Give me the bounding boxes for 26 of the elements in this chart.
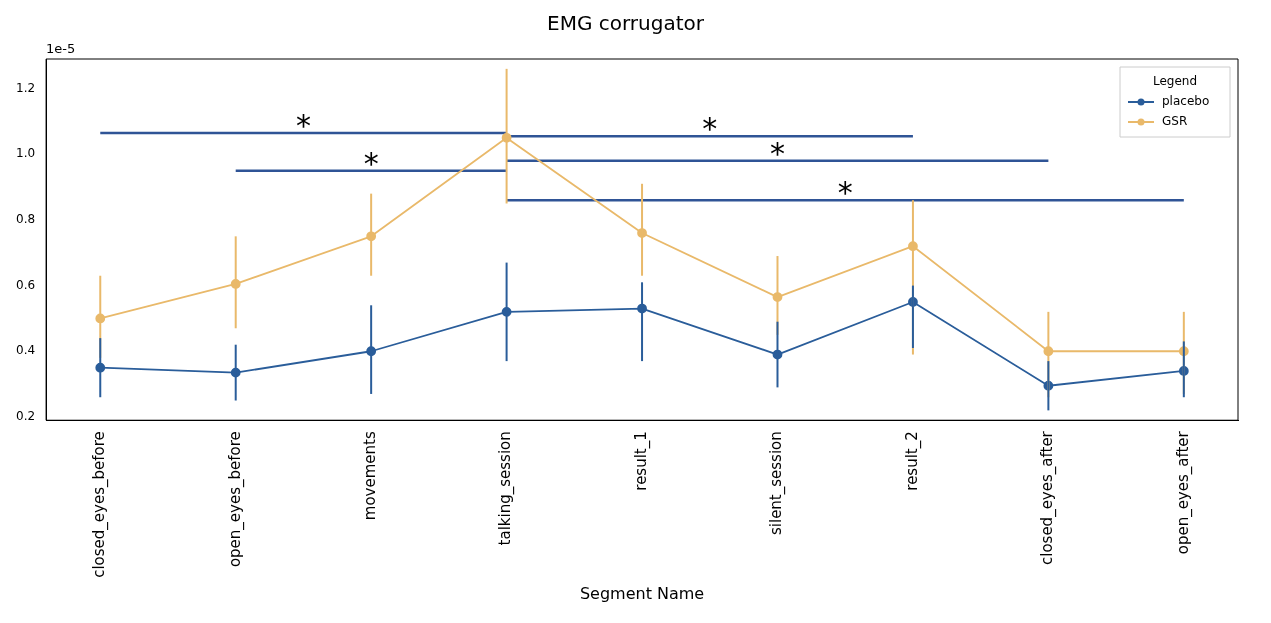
- y-tick-label: 0.4: [15, 343, 36, 358]
- annotation: *: [769, 135, 785, 171]
- chart-title: EMG corrugator: [546, 11, 705, 36]
- x-tick-label: closed_eyes_before: [90, 431, 110, 578]
- x-tick-label: closed_eyes_after: [1038, 430, 1058, 566]
- x-tick-label: result_1: [631, 431, 651, 491]
- legend-title: Legend: [1152, 74, 1198, 89]
- legend-label: placebo: [1162, 94, 1210, 109]
- x-tick-label: open_eyes_before: [225, 431, 245, 568]
- x-tick-label: talking_session: [496, 431, 516, 546]
- annotation: *: [363, 145, 379, 181]
- y-tick-label: 0.2: [15, 409, 36, 424]
- x-tick-label: result_2: [902, 431, 922, 491]
- x-tick-label: movements: [361, 431, 380, 521]
- x-tick-label: open_eyes_after: [1173, 430, 1193, 555]
- x-axis-title: Segment Name: [579, 583, 705, 603]
- x-tick-label: silent_session: [767, 431, 787, 536]
- legend-label: GSR: [1162, 114, 1188, 129]
- y-tick-label: 0.8: [15, 212, 36, 227]
- annotation: *: [702, 111, 718, 147]
- y-tick-label: 0.6: [15, 277, 36, 292]
- y-tick-label: 1.0: [15, 146, 36, 161]
- y-tick-label: 1.2: [15, 80, 36, 95]
- annotation: *: [295, 107, 311, 143]
- text: 1e-5: [46, 40, 76, 56]
- annotation: *: [837, 175, 853, 211]
